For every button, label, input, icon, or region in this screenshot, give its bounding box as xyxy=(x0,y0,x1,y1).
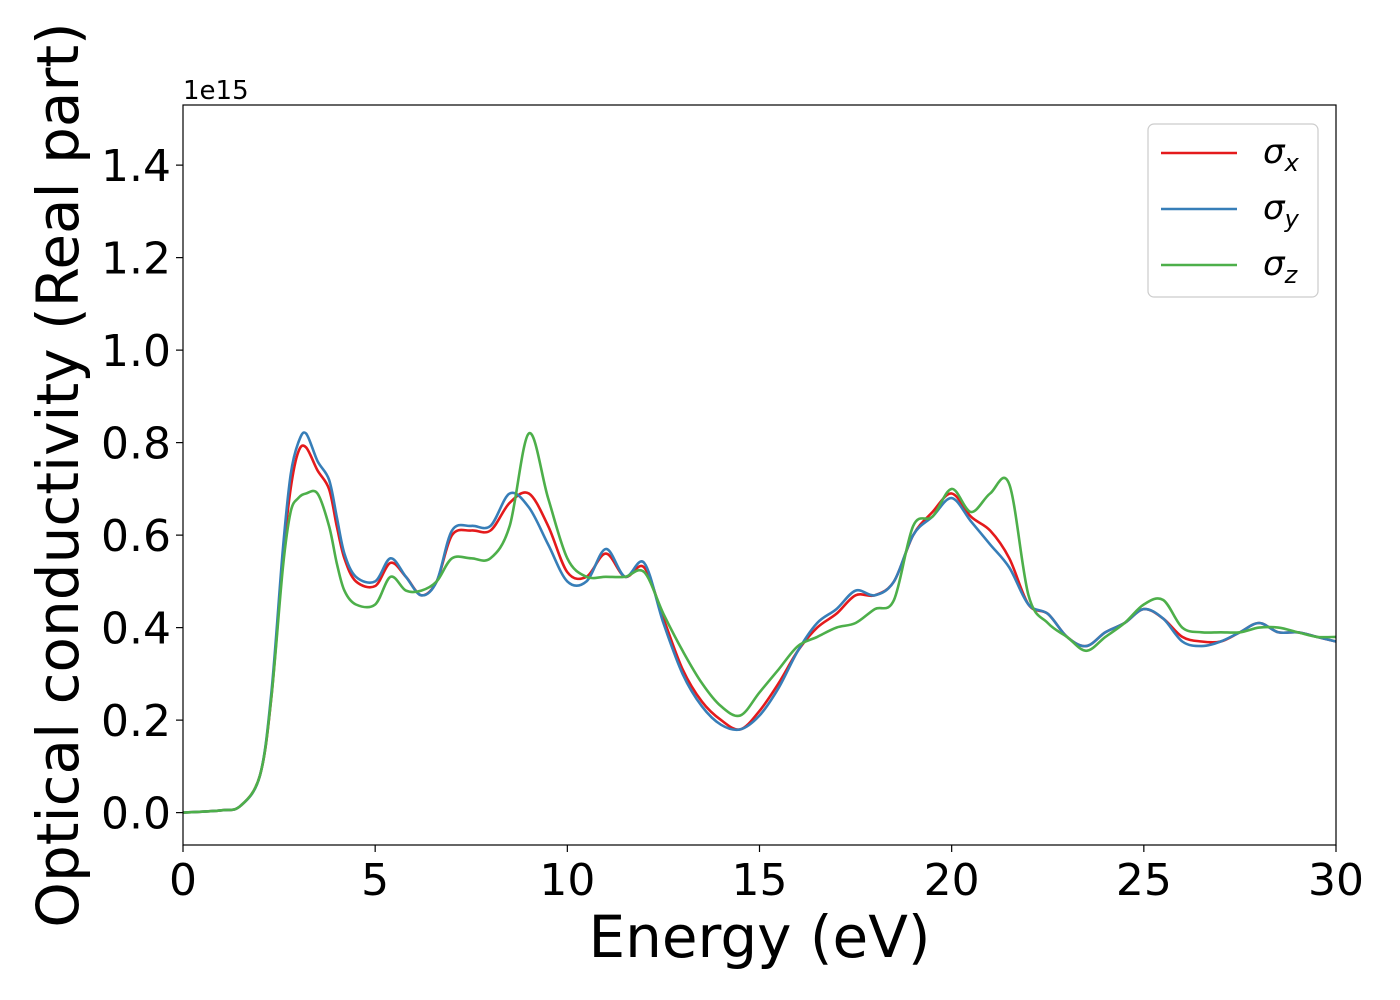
y-tick-label: 0.2 xyxy=(101,696,171,747)
series-layer xyxy=(182,431,1337,814)
y-axis-ticks: 0.0 0.2 0.4 0.6 0.8 1.0 1.2 1.4 xyxy=(101,141,183,840)
y-tick-label: 0.4 xyxy=(101,604,171,655)
y-axis-label: Optical conductivity (Real part) xyxy=(24,22,92,927)
legend-box xyxy=(1147,123,1319,298)
x-tick-label: 5 xyxy=(361,855,389,906)
y-tick-label: 1.2 xyxy=(101,234,171,285)
y-tick-label: 1.4 xyxy=(101,141,171,192)
plot-area xyxy=(183,105,1336,845)
x-tick-label: 15 xyxy=(732,855,788,906)
y-tick-label: 0.0 xyxy=(101,789,171,840)
x-tick-label: 30 xyxy=(1308,855,1364,906)
series-line-sigma-z xyxy=(182,432,1337,814)
x-axis-label: Energy (eV) xyxy=(588,903,930,971)
x-tick-label: 25 xyxy=(1116,855,1172,906)
legend-label-sigma-y: σy xyxy=(1263,188,1300,233)
x-tick-label: 10 xyxy=(539,855,595,906)
y-tick-label: 0.6 xyxy=(101,511,171,562)
x-axis-ticks: 0 5 10 15 20 25 30 xyxy=(169,845,1364,906)
y-offset-label: 1e15 xyxy=(183,76,249,106)
x-tick-label: 0 xyxy=(169,855,197,906)
y-tick-label: 1.0 xyxy=(101,326,171,377)
y-tick-label: 0.8 xyxy=(101,419,171,470)
x-tick-label: 20 xyxy=(924,855,980,906)
